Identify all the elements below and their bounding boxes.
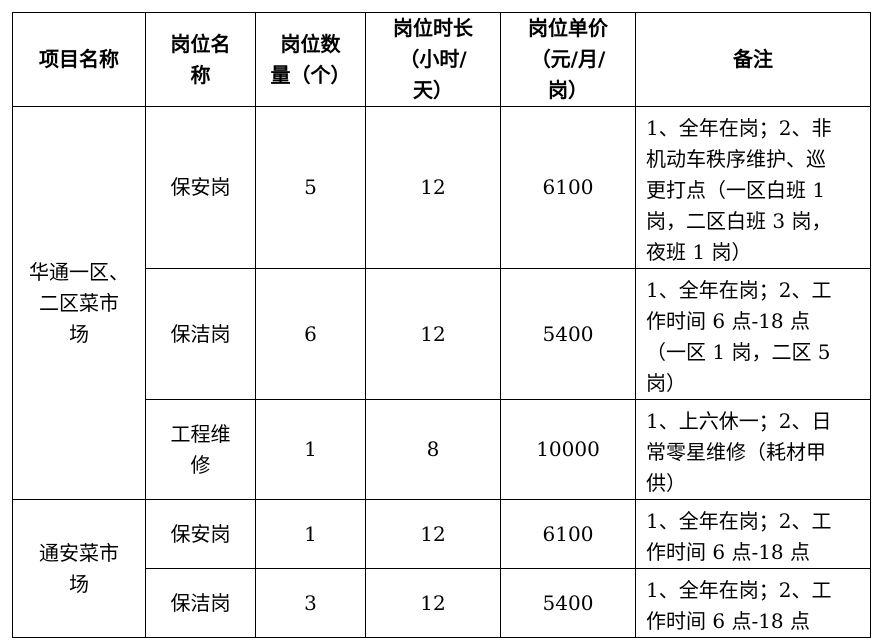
cell-text-line: 机动车秩序维护、巡 (646, 147, 826, 171)
remarks-cell: 1、上六休一；2、日 常零星维修（耗材甲 供） (635, 399, 871, 500)
table-row: 华通一区、 二区菜市场保安岗 5 12 6100 1、全年在岗；2、非 机动车秩序维护、巡更… (12, 106, 871, 500)
project-name-cell: 华通一区、二区菜市场 (12, 106, 146, 500)
cell-text-line: 作时间 6 点-18 点 (646, 609, 811, 633)
cell-text-line: （一区 1 岗，二区 5 (646, 340, 831, 364)
cell-text-line: 岗位时长 (393, 16, 473, 40)
hours-cell: 12 (365, 268, 501, 400)
price-cell: 5400 (500, 268, 636, 400)
count-cell: 1 (255, 499, 366, 569)
cell-text-line: 保洁岗 (170, 321, 231, 346)
price-cell: 6100 (500, 106, 636, 269)
cell-text-line: 1、全年在岗；2、工 (646, 578, 832, 602)
cell-text-line: 岗位数 (280, 31, 341, 56)
cell-text-line: 通安菜市 (39, 540, 119, 565)
cell-text-line: 修 (190, 452, 211, 477)
table-row: 通安菜市场保安岗 1 12 6100 1、全年在岗；2、工 作时间 6 点-18 点 (12, 499, 871, 638)
hours-cell: 12 (365, 106, 501, 269)
count-cell: 5 (255, 106, 366, 269)
staffing-table: 项目名称 岗位名称岗位数 量（个） 岗位时长 （小时/天） 岗位单价 （元/月/岗） 备注 华… (12, 12, 871, 638)
cell-text-line: 项目名称 (39, 47, 119, 71)
cell-text-line: 华通一区、 (29, 259, 129, 284)
cell-text-line: 更打点（一区白班 1 (646, 178, 826, 202)
cell-text-line: 岗） (548, 78, 588, 102)
cell-text-line: 1、全年在岗；2、工 (646, 509, 832, 533)
price-cell: 5400 (500, 568, 636, 638)
cell-text-line: 天） (413, 78, 453, 102)
count-cell: 1 (255, 399, 366, 500)
cell-text-line: 作时间 6 点-18 点 (646, 540, 811, 564)
cell-text-line: 1、全年在岗；2、非 (646, 116, 832, 140)
cell-text-line: 量（个） (270, 62, 351, 87)
cell-text-line: 供） (646, 471, 686, 495)
cell-text-line: 岗位名 (170, 31, 231, 56)
header-post-name: 岗位名称 (145, 12, 256, 107)
header-post-hours: 岗位时长 （小时/天） (365, 12, 501, 107)
cell-text-line: 1、上六休一；2、日 (646, 409, 832, 433)
cell-text-line: 备注 (733, 47, 773, 71)
price-cell: 6100 (500, 499, 636, 569)
cell-text-line: 二区菜市 (39, 290, 119, 315)
project-name-cell: 通安菜市场 (12, 499, 146, 638)
remarks-cell: 1、全年在岗；2、工 作时间 6 点-18 点 (635, 499, 871, 569)
price-cell: 10000 (500, 399, 636, 500)
cell-text-line: 作时间 6 点-18 点 (646, 309, 811, 333)
hours-cell: 8 (365, 399, 501, 500)
cell-text-line: 岗） (646, 371, 686, 395)
header-remarks: 备注 (635, 12, 871, 107)
cell-text-line: 保安岗 (170, 175, 231, 199)
post-name-cell: 工程维修 (145, 399, 256, 500)
post-name-cell: 保洁岗 (145, 568, 256, 638)
header-post-price: 岗位单价 （元/月/岗） (500, 12, 636, 107)
post-name-cell: 保安岗 (145, 499, 256, 569)
post-name-cell: 保洁岗 (145, 268, 256, 400)
remarks-cell: 1、全年在岗；2、工 作时间 6 点-18 点 （一区 1 岗，二区 5 岗） (635, 268, 871, 400)
cell-text-line: 夜班 1 岗） (646, 240, 752, 264)
cell-text-line: 岗，二区白班 3 岗， (646, 209, 832, 233)
count-cell: 3 (255, 568, 366, 638)
cell-text-line: 常零星维修（耗材甲 (646, 440, 826, 464)
cell-text-line: 保洁岗 (170, 590, 231, 615)
count-cell: 6 (255, 268, 366, 400)
cell-text-line: （小时/ (399, 47, 467, 71)
post-name-cell: 保安岗 (145, 106, 256, 269)
header-project-name: 项目名称 (12, 12, 146, 107)
cell-text-line: 保安岗 (170, 521, 231, 546)
header-row: 项目名称 岗位名称岗位数 量（个） 岗位时长 （小时/天） 岗位单价 （元/月/岗） 备注 (12, 12, 871, 107)
table-row: 保洁岗 6 12 5400 1、全年在岗；2、工 作时间 6 点-18 点 （一区 1 岗，… (13, 268, 871, 400)
header-post-count: 岗位数量（个） (255, 12, 366, 107)
remarks-cell: 1、全年在岗；2、非 机动车秩序维护、巡 更打点（一区白班 1 岗，二区白班 3 岗，… (635, 106, 871, 269)
cell-text-line: 场 (69, 571, 89, 596)
hours-cell: 12 (365, 568, 501, 638)
cell-text-line: 场 (69, 321, 89, 346)
cell-text-line: 岗位单价 (528, 16, 608, 40)
remarks-cell: 1、全年在岗；2、工 作时间 6 点-18 点 (635, 568, 871, 638)
cell-text-line: （元/月/ (530, 47, 606, 71)
hours-cell: 12 (365, 499, 501, 569)
cell-text-line: 1、全年在岗；2、工 (646, 278, 832, 302)
cell-text-line: 工程维 (170, 421, 231, 446)
cell-text-line: 称 (190, 62, 211, 87)
